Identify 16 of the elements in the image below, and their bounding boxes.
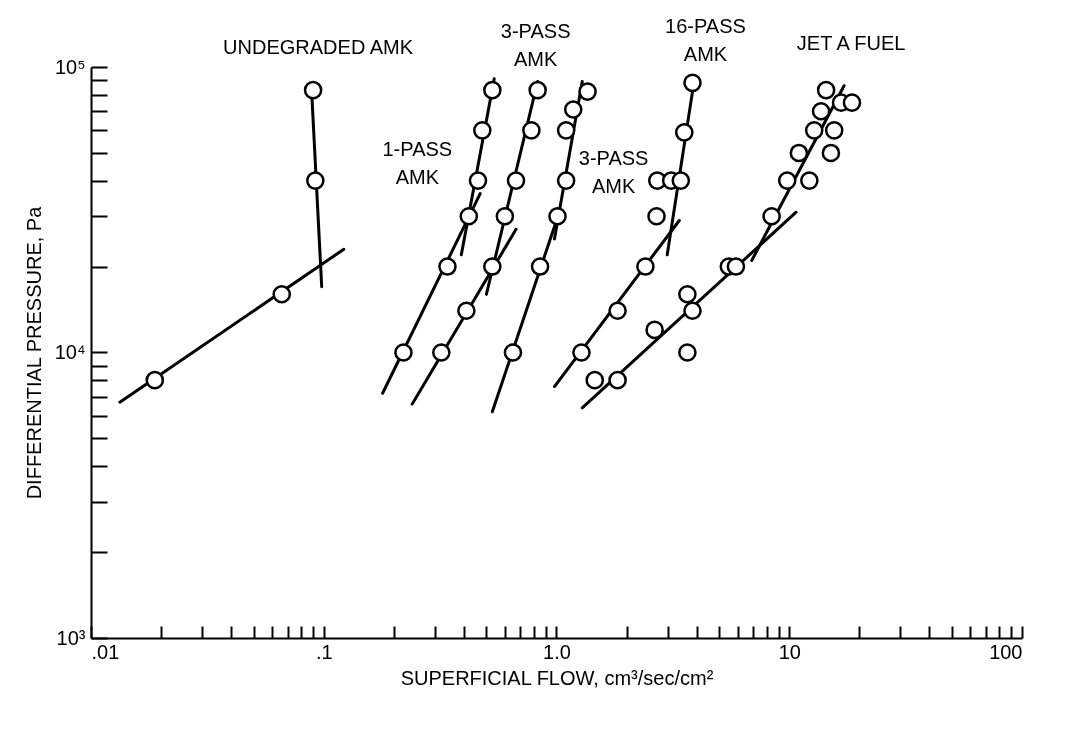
x-tick-label: .1: [315, 640, 333, 663]
series-label: JET A FUEL: [796, 32, 906, 55]
x-tick-label: .01: [91, 640, 120, 663]
series-label: 3-PASS AMK: [578, 146, 649, 197]
series-label: 1-PASS AMK: [382, 138, 453, 189]
y-tick-label: 10⁴: [54, 341, 86, 363]
series-label: 3-PASS AMK: [500, 20, 571, 71]
x-tick-label: 1.0: [543, 640, 571, 663]
x-tick-label: 100: [989, 640, 1023, 663]
x-tick-label: 10: [778, 640, 801, 663]
y-tick-label: 10⁵: [54, 55, 86, 78]
y-axis-title: DIFFERENTIAL PRESSURE, Pa: [22, 205, 45, 500]
y-tick-label: 10³: [56, 626, 86, 649]
series-label: 16-PASS AMK: [665, 14, 746, 65]
series-label: UNDEGRADED AMK: [223, 36, 414, 59]
x-axis-title: SUPERFICIAL FLOW, cm³/sec/cm²: [400, 666, 714, 689]
